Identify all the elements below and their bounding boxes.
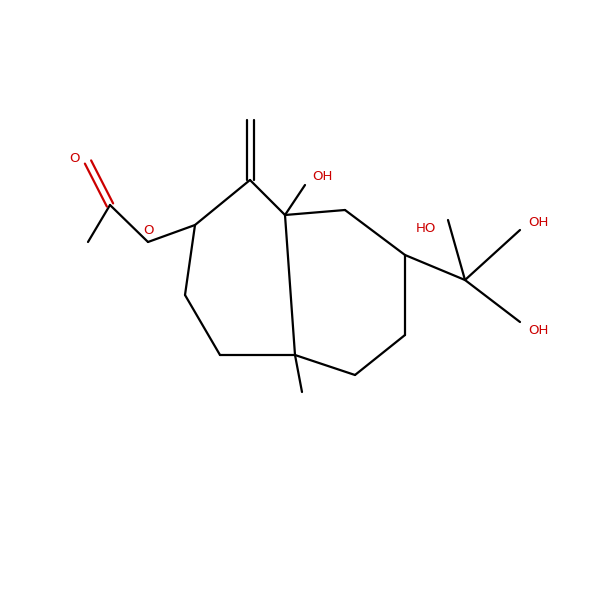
Text: HO: HO bbox=[416, 221, 436, 235]
Text: OH: OH bbox=[312, 170, 332, 184]
Text: OH: OH bbox=[528, 323, 548, 337]
Text: O: O bbox=[144, 224, 154, 238]
Text: O: O bbox=[70, 152, 80, 166]
Text: OH: OH bbox=[528, 215, 548, 229]
